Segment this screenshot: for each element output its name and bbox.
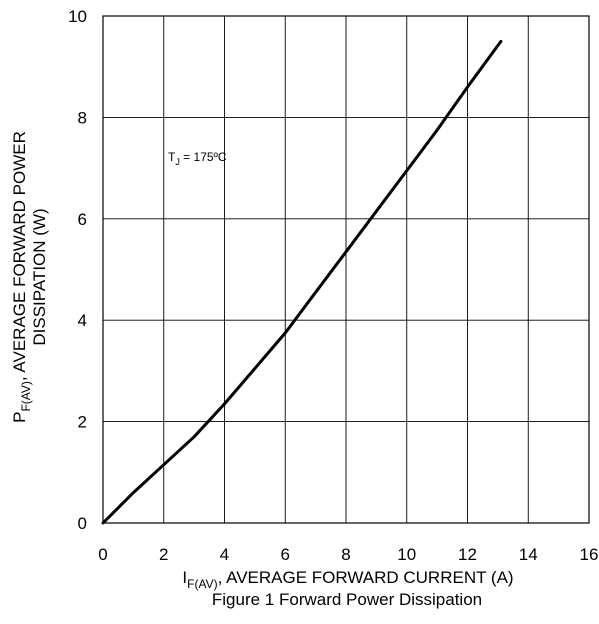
y-axis-label-line2: DISSIPATION (W)	[30, 208, 49, 345]
y-tick-label: 4	[78, 311, 87, 330]
series-line	[101, 39, 503, 525]
x-tick-label: 2	[159, 545, 168, 564]
x-axis-label: IF(AV), AVERAGE FORWARD CURRENT (A)	[182, 568, 513, 591]
x-tick-labels: 0 2 4 6 8 10 12 14 16	[98, 545, 598, 564]
x-tick-label: 8	[341, 545, 350, 564]
temperature-annotation: TJ = 175ºC	[168, 150, 227, 167]
x-tick-label: 14	[519, 545, 538, 564]
x-tick-label: 12	[458, 545, 477, 564]
x-tick-label: 0	[98, 545, 107, 564]
y-tick-label: 8	[78, 108, 87, 127]
x-tick-label: 10	[397, 545, 416, 564]
x-tick-label: 6	[281, 545, 290, 564]
x-tick-label: 16	[580, 545, 599, 564]
y-tick-label: 2	[78, 413, 87, 432]
y-axis-label-line1: PF(AV), AVERAGE FORWARD POWER	[10, 131, 33, 423]
figure-caption: Figure 1 Forward Power Dissipation	[212, 590, 482, 609]
y-tick-label: 10	[68, 7, 87, 26]
y-tick-label: 0	[78, 514, 87, 533]
y-tick-labels: 0 2 4 6 8 10	[68, 7, 87, 533]
x-tick-label: 4	[220, 545, 229, 564]
plot-frame	[102, 15, 590, 524]
grid-lines	[103, 16, 589, 523]
y-tick-label: 6	[78, 210, 87, 229]
